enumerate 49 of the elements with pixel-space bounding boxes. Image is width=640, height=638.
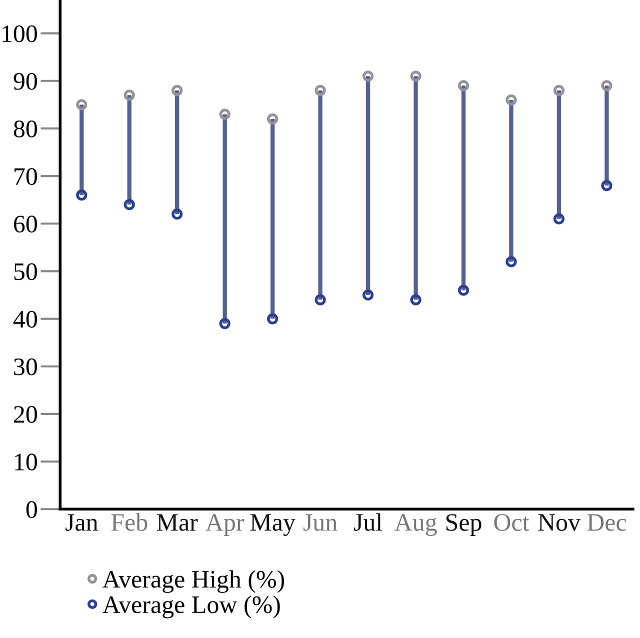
point xyxy=(458,284,470,296)
x-tick-label: Jul xyxy=(354,513,382,531)
x-tick-label: Apr xyxy=(206,514,244,536)
x-tick-label: Feb xyxy=(111,513,148,531)
y-tick-label: 50 xyxy=(14,263,37,280)
x-tick-label: Dec xyxy=(587,514,626,531)
point xyxy=(553,84,565,96)
x-tick-label: Oct xyxy=(494,514,530,531)
point xyxy=(314,294,326,306)
x-tick-label: Nov xyxy=(538,514,580,531)
point xyxy=(601,80,612,92)
point xyxy=(172,84,183,96)
point xyxy=(553,213,565,224)
y-tick-label: 60 xyxy=(14,216,37,233)
point xyxy=(506,256,517,268)
point xyxy=(267,313,278,324)
point xyxy=(124,90,135,101)
x-tick-label: Sep xyxy=(446,514,482,536)
y-tick-label: 40 xyxy=(13,310,37,328)
x-tick-label: Mar xyxy=(157,514,198,531)
point xyxy=(601,180,612,192)
legend-label: Average High (%) xyxy=(102,570,284,593)
y-tick-label: 30 xyxy=(14,358,37,376)
point xyxy=(76,99,88,110)
x-tick-label: Jan xyxy=(66,514,98,531)
point xyxy=(362,70,374,82)
y-tick-label: 0 xyxy=(26,501,37,518)
y-tick-label: 100 xyxy=(2,25,37,42)
y-tick-label: 10 xyxy=(15,454,37,470)
point xyxy=(76,190,88,201)
legend-label: Average Low (%) xyxy=(102,596,280,618)
point xyxy=(172,208,183,220)
y-tick-label: 80 xyxy=(14,120,37,138)
x-tick-label: Aug xyxy=(394,514,437,536)
point xyxy=(219,108,230,120)
point xyxy=(314,84,326,96)
x-tick-label: May xyxy=(250,514,296,536)
point xyxy=(410,294,422,306)
y-tick-label: 90 xyxy=(14,72,37,90)
point xyxy=(458,80,470,92)
point xyxy=(506,94,517,106)
point xyxy=(410,70,422,82)
y-tick-label: 70 xyxy=(14,168,37,185)
point xyxy=(267,113,278,125)
point xyxy=(362,289,374,301)
point xyxy=(219,318,230,330)
y-tick-label: 20 xyxy=(14,406,37,423)
x-tick-label: Jun xyxy=(303,514,338,531)
point xyxy=(124,199,135,210)
